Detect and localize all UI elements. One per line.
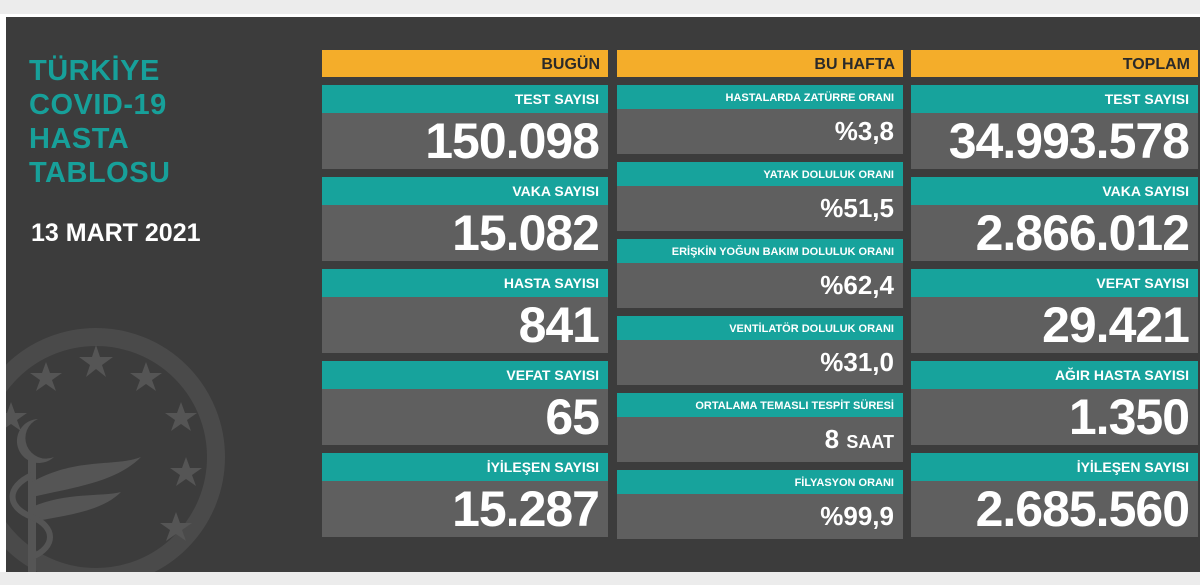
stat-value: 15.287	[452, 481, 600, 537]
total-column: TOPLAM TEST SAYISI 34.993.578 VAKA SAYIS…	[911, 50, 1198, 537]
stat-label: HASTA SAYISI	[322, 269, 608, 297]
stat-label: FİLYASYON ORANI	[617, 470, 903, 494]
stat-label: ERİŞKİN YOĞUN BAKIM DOLULUK ORANI	[617, 239, 903, 263]
total-stat-recovered: İYİLEŞEN SAYISI 2.685.560	[911, 453, 1198, 537]
today-header: BUGÜN	[322, 50, 608, 77]
stat-label: İYİLEŞEN SAYISI	[322, 453, 608, 481]
stat-label: HASTALARDA ZATÜRRE ORANI	[617, 85, 903, 109]
stat-value: 150.098	[425, 113, 600, 169]
stat-label: YATAK DOLULUK ORANI	[617, 162, 903, 186]
week-stat-icu-occupancy: ERİŞKİN YOĞUN BAKIM DOLULUK ORANI %62,4	[617, 239, 903, 308]
this-week-header: BU HAFTA	[617, 50, 903, 77]
today-stat-recovered: İYİLEŞEN SAYISI 15.287	[322, 453, 608, 537]
week-stat-bed-occupancy: YATAK DOLULUK ORANI %51,5	[617, 162, 903, 231]
report-date: 13 MART 2021	[31, 219, 201, 247]
stat-label: VENTİLATÖR DOLULUK ORANI	[617, 316, 903, 340]
today-column: BUGÜN TEST SAYISI 150.098 VAKA SAYISI 15…	[322, 50, 608, 537]
total-stat-death: VEFAT SAYISI 29.421	[911, 269, 1198, 353]
week-stat-pneumonia: HASTALARDA ZATÜRRE ORANI %3,8	[617, 85, 903, 154]
stat-value: 2.685.560	[975, 481, 1190, 537]
stat-value: %3,8	[834, 116, 894, 146]
today-stat-case: VAKA SAYISI 15.082	[322, 177, 608, 261]
stat-label: İYİLEŞEN SAYISI	[911, 453, 1198, 481]
covid-table-board: TÜRKİYE COVID-19 HASTA TABLOSU 13 MART 2…	[6, 17, 1200, 575]
stat-unit: SAAT	[846, 432, 894, 452]
week-stat-contact-tracing-time: ORTALAMA TEMASLI TESPİT SÜRESİ 8 SAAT	[617, 393, 903, 462]
total-stat-critical: AĞIR HASTA SAYISI 1.350	[911, 361, 1198, 445]
stat-number: 8	[824, 424, 840, 454]
stat-label: VEFAT SAYISI	[911, 269, 1198, 297]
stat-value: %99,9	[820, 501, 894, 531]
board-title: TÜRKİYE COVID-19 HASTA TABLOSU	[29, 54, 171, 190]
stat-label: VAKA SAYISI	[322, 177, 608, 205]
stat-value: %31,0	[820, 347, 894, 377]
stat-value: 15.082	[452, 205, 600, 261]
this-week-column: BU HAFTA HASTALARDA ZATÜRRE ORANI %3,8 Y…	[617, 50, 903, 539]
stat-label: TEST SAYISI	[911, 85, 1198, 113]
week-stat-filiation: FİLYASYON ORANI %99,9	[617, 470, 903, 539]
stat-label: ORTALAMA TEMASLI TESPİT SÜRESİ	[617, 393, 903, 417]
total-stat-test: TEST SAYISI 34.993.578	[911, 85, 1198, 169]
title-line-3: HASTA	[29, 123, 130, 155]
total-header: TOPLAM	[911, 50, 1198, 77]
bottom-strip	[0, 572, 1200, 585]
stat-value: 34.993.578	[948, 113, 1190, 169]
stat-value: 8 SAAT	[617, 417, 903, 464]
stat-value: 29.421	[1042, 297, 1190, 353]
stat-label: AĞIR HASTA SAYISI	[911, 361, 1198, 389]
stat-value: 841	[518, 297, 600, 353]
top-strip	[0, 0, 1200, 14]
stat-label: VEFAT SAYISI	[322, 361, 608, 389]
ministry-emblem-icon	[6, 328, 225, 575]
stat-label: VAKA SAYISI	[911, 177, 1198, 205]
stat-value: 1.350	[1068, 389, 1190, 445]
stat-label: TEST SAYISI	[322, 85, 608, 113]
stat-value: 65	[545, 389, 600, 445]
today-stat-patient: HASTA SAYISI 841	[322, 269, 608, 353]
title-line-2: COVID-19	[29, 89, 167, 121]
total-stat-case: VAKA SAYISI 2.866.012	[911, 177, 1198, 261]
stat-value: %51,5	[820, 193, 894, 223]
stat-value: 2.866.012	[975, 205, 1190, 261]
today-stat-test: TEST SAYISI 150.098	[322, 85, 608, 169]
stat-value: %62,4	[820, 270, 894, 300]
week-stat-ventilator-occupancy: VENTİLATÖR DOLULUK ORANI %31,0	[617, 316, 903, 385]
title-line-1: TÜRKİYE	[29, 55, 160, 87]
today-stat-death: VEFAT SAYISI 65	[322, 361, 608, 445]
title-line-4: TABLOSU	[29, 157, 171, 189]
